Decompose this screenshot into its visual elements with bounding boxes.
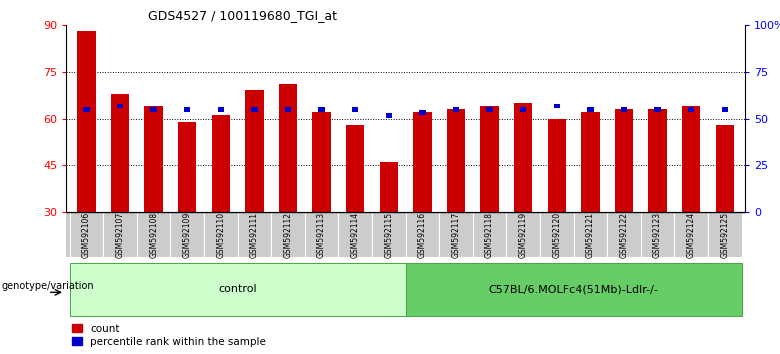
- Bar: [136, 212, 171, 257]
- Bar: [615, 109, 633, 212]
- Text: GSM592115: GSM592115: [385, 211, 393, 258]
- Text: GDS4527 / 100119680_TGI_at: GDS4527 / 100119680_TGI_at: [147, 9, 337, 22]
- Bar: [339, 212, 372, 257]
- Text: GSM592109: GSM592109: [183, 211, 192, 258]
- Bar: [184, 107, 190, 112]
- Text: C57BL/6.MOLFc4(51Mb)-Ldlr-/-: C57BL/6.MOLFc4(51Mb)-Ldlr-/-: [488, 284, 658, 295]
- Bar: [372, 212, 406, 257]
- Bar: [514, 103, 533, 212]
- Bar: [178, 122, 197, 212]
- Bar: [406, 263, 742, 316]
- Bar: [312, 112, 331, 212]
- Bar: [452, 107, 459, 112]
- Text: GSM592106: GSM592106: [82, 211, 91, 258]
- Bar: [722, 107, 728, 112]
- Bar: [305, 212, 339, 257]
- Bar: [171, 212, 204, 257]
- Bar: [708, 212, 742, 257]
- Bar: [238, 212, 271, 257]
- Bar: [439, 212, 473, 257]
- Bar: [554, 104, 560, 108]
- Bar: [83, 107, 90, 112]
- Text: GSM592113: GSM592113: [317, 211, 326, 258]
- Bar: [218, 107, 224, 112]
- Bar: [648, 109, 667, 212]
- Bar: [688, 107, 694, 112]
- Bar: [251, 107, 257, 112]
- Bar: [447, 109, 465, 212]
- Text: GSM592110: GSM592110: [216, 211, 225, 258]
- Bar: [346, 125, 364, 212]
- Text: GSM592111: GSM592111: [250, 212, 259, 257]
- Text: GSM592118: GSM592118: [485, 212, 494, 257]
- Text: GSM592117: GSM592117: [452, 211, 460, 258]
- Bar: [211, 115, 230, 212]
- Bar: [406, 212, 439, 257]
- Bar: [607, 212, 640, 257]
- Bar: [204, 212, 238, 257]
- Text: GSM592112: GSM592112: [283, 212, 292, 257]
- Bar: [675, 212, 708, 257]
- Bar: [548, 119, 566, 212]
- Bar: [318, 107, 324, 112]
- Bar: [654, 107, 661, 112]
- Text: GSM592114: GSM592114: [351, 211, 360, 258]
- Bar: [111, 93, 129, 212]
- Bar: [715, 125, 734, 212]
- Text: genotype/variation: genotype/variation: [2, 281, 94, 291]
- Bar: [385, 113, 392, 118]
- Bar: [473, 212, 506, 257]
- Bar: [540, 212, 573, 257]
- Bar: [151, 107, 157, 112]
- Bar: [144, 106, 163, 212]
- Bar: [480, 106, 499, 212]
- Bar: [581, 112, 600, 212]
- Text: GSM592108: GSM592108: [149, 211, 158, 258]
- Bar: [682, 106, 700, 212]
- Text: GSM592107: GSM592107: [115, 211, 125, 258]
- Bar: [69, 263, 406, 316]
- Text: GSM592116: GSM592116: [418, 211, 427, 258]
- Bar: [380, 162, 398, 212]
- Text: GSM592125: GSM592125: [720, 211, 729, 258]
- Bar: [278, 84, 297, 212]
- Bar: [245, 90, 264, 212]
- Text: GSM592123: GSM592123: [653, 211, 662, 258]
- Bar: [285, 107, 291, 112]
- Bar: [77, 31, 96, 212]
- Bar: [103, 212, 136, 257]
- Bar: [621, 107, 627, 112]
- Bar: [419, 110, 426, 115]
- Bar: [413, 112, 431, 212]
- Text: GSM592120: GSM592120: [552, 211, 562, 258]
- Legend: count, percentile rank within the sample: count, percentile rank within the sample: [72, 324, 266, 347]
- Bar: [69, 212, 103, 257]
- Text: control: control: [218, 284, 257, 295]
- Bar: [487, 107, 493, 112]
- Bar: [352, 107, 359, 112]
- Text: GSM592122: GSM592122: [619, 212, 629, 257]
- Bar: [271, 212, 305, 257]
- Text: GSM592119: GSM592119: [519, 211, 528, 258]
- Text: GSM592124: GSM592124: [686, 211, 696, 258]
- Text: GSM592121: GSM592121: [586, 212, 595, 257]
- Bar: [640, 212, 675, 257]
- Bar: [520, 107, 526, 112]
- Bar: [117, 104, 123, 108]
- Bar: [506, 212, 540, 257]
- Bar: [587, 107, 594, 112]
- Bar: [573, 212, 607, 257]
